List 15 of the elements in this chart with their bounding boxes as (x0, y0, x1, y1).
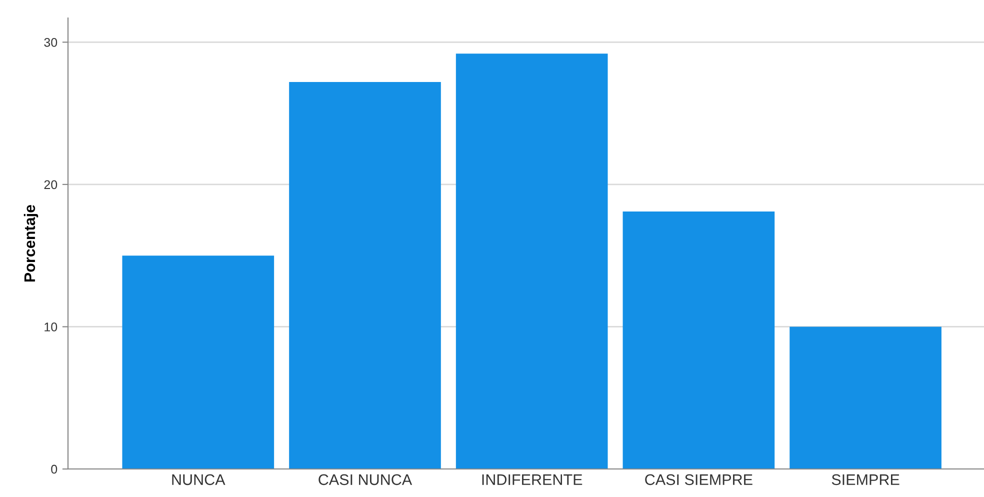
x-tick-label: NUNCA (172, 474, 226, 486)
y-axis-title: Porcentaje (24, 204, 38, 282)
bar (622, 211, 775, 469)
x-tick-label: CASI NUNCA (318, 474, 412, 486)
x-tick-label: INDIFERENTE (482, 474, 582, 485)
y-tick-label: 20 (44, 180, 58, 190)
y-tick-label: 0 (51, 464, 58, 474)
y-tick-label: 10 (44, 322, 58, 332)
x-tick-label: CASI SIEMPRE (645, 474, 752, 486)
y-tick-label: 30 (44, 38, 58, 47)
x-tick-label: SIEMPRE (832, 474, 900, 486)
bar (790, 326, 942, 469)
bar (289, 82, 441, 469)
bar (456, 54, 608, 469)
bar (122, 256, 274, 469)
